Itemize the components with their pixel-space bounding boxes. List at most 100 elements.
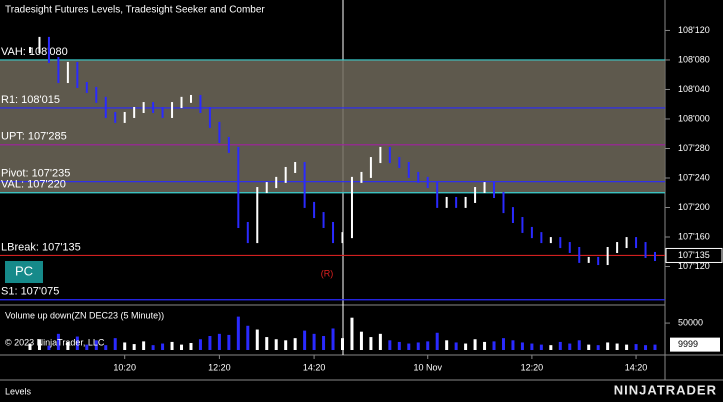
last-price-label: 107'135 (678, 250, 710, 260)
volume-bar (331, 328, 335, 350)
volume-bar (265, 337, 269, 350)
y-tick-label: 107'160 (678, 231, 710, 241)
copyright: © 2023 NinjaTrader, LLC (5, 337, 105, 347)
volume-label: Volume up down(ZN DEC23 (5 Minute)) (5, 310, 164, 320)
y-tick-label: 108'000 (678, 113, 710, 123)
volume-bar (66, 341, 70, 350)
volume-bar (94, 340, 98, 350)
volume-bar (180, 344, 184, 350)
volume-bar (587, 344, 591, 350)
volume-bar (132, 344, 136, 350)
volume-bar (501, 338, 505, 350)
tab[interactable]: Levels (5, 386, 32, 396)
volume-bar (161, 343, 165, 350)
volume-bar (464, 343, 468, 350)
volume-bar (151, 345, 155, 350)
volume-bar (208, 336, 212, 350)
volume-bar (37, 339, 41, 350)
level-label: R1: 108'015 (1, 94, 60, 106)
level-label: UPT: 107'285 (1, 131, 67, 143)
volume-bar (615, 343, 619, 350)
volume-bar (397, 341, 401, 350)
y-tick-label: 108'080 (678, 54, 710, 64)
y-tick-label: 108'120 (678, 25, 710, 35)
volume-bar (653, 344, 657, 350)
volume-bar (520, 342, 524, 350)
volume-bar (170, 341, 174, 350)
volume-bar (568, 343, 572, 350)
volume-bar (634, 344, 638, 350)
volume-bar (369, 337, 373, 350)
volume-bar (113, 338, 117, 350)
volume-bar (511, 340, 515, 350)
y-tick-label: 108'040 (678, 84, 710, 94)
level-label: VAH: 108'080 (1, 46, 68, 58)
volume-bar (625, 344, 629, 350)
pc-button-label[interactable]: PC (15, 263, 33, 278)
volume-bar (312, 333, 316, 350)
volume-bar (293, 338, 297, 350)
volume-bar (426, 341, 430, 350)
volume-bar (644, 345, 648, 350)
x-tick-label: 14:20 (303, 362, 326, 372)
x-tick-label: 14:20 (625, 362, 648, 372)
volume-bar (56, 333, 60, 350)
y-tick-label: 107'240 (678, 172, 710, 182)
volume-bar (492, 341, 496, 350)
x-tick-label: 10 Nov (413, 362, 442, 372)
volume-bar (217, 333, 221, 350)
pc-button[interactable] (5, 261, 43, 283)
volume-bar (189, 343, 193, 350)
volume-bar (483, 341, 487, 350)
volume-bar (75, 336, 79, 350)
volume-bar (28, 343, 32, 350)
volume-bar (227, 334, 231, 350)
level-label: LBreak: 107'135 (1, 241, 81, 253)
last-price-box (665, 247, 723, 263)
volume-last-label: 9999 (678, 339, 698, 349)
x-tick-label: 10:20 (113, 362, 136, 372)
volume-bar (246, 325, 250, 350)
volume-bar (606, 342, 610, 350)
level-label: Pivot: 107'235 (1, 168, 70, 180)
volume-bar (539, 344, 543, 350)
volume-bar (445, 340, 449, 350)
volume-bar (596, 345, 600, 350)
logo: NINJATRADER (614, 382, 717, 397)
chart-title: Tradesight Futures Levels, Tradesight Se… (5, 5, 265, 16)
x-tick-label: 12:20 (208, 362, 231, 372)
volume-bar (378, 333, 382, 350)
annotation: (R) (321, 268, 334, 278)
volume-bar (416, 342, 420, 350)
volume-bar (104, 345, 108, 350)
volume-bar (123, 342, 127, 350)
volume-bar (549, 345, 553, 350)
volume-bar (274, 339, 278, 350)
volume-bar (407, 343, 411, 350)
volume-bar (303, 330, 307, 350)
y-tick-label: 107'200 (678, 202, 710, 212)
volume-bar (530, 343, 534, 350)
volume-bar (47, 345, 51, 350)
volume-bar (236, 316, 240, 350)
volume-bar (255, 329, 259, 350)
volume-bar (359, 331, 363, 350)
value-area (0, 59, 665, 193)
volume-bar (198, 339, 202, 350)
volume-bar (322, 336, 326, 350)
volume-bar (558, 341, 562, 350)
volume-bar (341, 338, 344, 350)
level-label: VAL: 107'220 (1, 179, 66, 191)
y-tick-label: 107'280 (678, 143, 710, 153)
level-label: S1: 107'075 (1, 286, 59, 298)
volume-bar (284, 340, 288, 350)
volume-bar (85, 344, 89, 350)
volume-bar (577, 340, 581, 350)
volume-bar (473, 339, 477, 350)
volume-bar (350, 317, 354, 350)
volume-bar (388, 340, 392, 350)
x-tick-label: 12:20 (521, 362, 544, 372)
volume-tick-label: 50000 (678, 317, 703, 327)
volume-last-box (670, 337, 720, 352)
